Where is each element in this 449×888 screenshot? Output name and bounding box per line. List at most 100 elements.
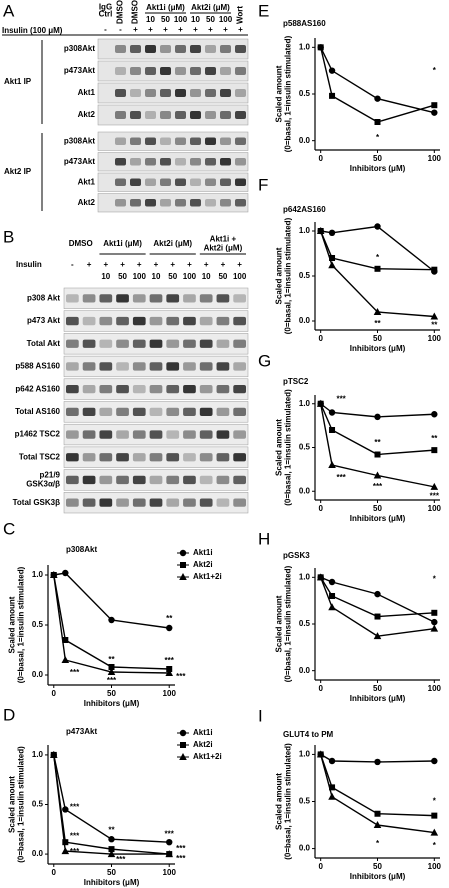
blot-band [183, 385, 196, 394]
series-line [53, 754, 170, 855]
x-tick-label: 0 [318, 504, 323, 513]
chart-title: pTSC2 [283, 377, 309, 386]
blot-band [149, 316, 163, 326]
dose-label: 50 [168, 272, 177, 281]
marker [165, 850, 174, 858]
series-line [53, 754, 170, 843]
x-tick-label: 100 [428, 862, 442, 871]
blot-band [160, 178, 171, 186]
marker [329, 92, 336, 99]
blot-band [82, 407, 96, 416]
blot-band [116, 407, 129, 416]
blot [63, 401, 249, 423]
blot-band [115, 89, 126, 97]
blot-band [149, 407, 163, 416]
blot-band [205, 89, 216, 97]
series-line [320, 403, 435, 418]
group-label: Akt1i + Akt2i (μM) [204, 235, 243, 253]
panel-letter: F [258, 175, 268, 194]
blot-band [145, 67, 156, 75]
marker [430, 624, 439, 632]
panel-letter: H [258, 529, 270, 548]
x-tick-label: 100 [428, 684, 442, 693]
panel-letter: D [3, 705, 15, 724]
insulin-sign: + [187, 260, 192, 269]
blot-band [190, 178, 201, 186]
marker [329, 255, 336, 261]
annotation: * [433, 574, 437, 583]
y-axis-label: Scaled amount(0=basal, 1=insulin stimula… [275, 565, 293, 682]
x-tick-label: 100 [428, 154, 442, 163]
blot-band [235, 67, 246, 75]
blot-band [116, 498, 129, 507]
series-line [53, 574, 170, 670]
blot-band [115, 158, 126, 166]
blot-band [132, 294, 146, 303]
marker [107, 668, 116, 675]
group-label: Akt1i (μM) [146, 3, 185, 12]
y-axis-label-line: Scaled amount [8, 596, 17, 653]
panel-letter: G [258, 351, 271, 370]
blot-band [132, 385, 146, 394]
dose-label: 50 [206, 15, 215, 24]
y-axis-label-line: (0=basal, 1=insulin stimulated) [17, 566, 26, 683]
blot-band [199, 475, 213, 485]
series-line [320, 577, 435, 637]
group-label-line: Akt2i (μM) [204, 244, 243, 253]
x-tick-label: 0 [318, 684, 323, 693]
annotation: * [376, 133, 380, 142]
annotation: *** [165, 829, 175, 838]
y-tick-label: 0.5 [299, 797, 311, 806]
y-axis-label-line: Scaled amount [8, 776, 17, 833]
blot-band [199, 294, 213, 303]
dose-label: 100 [133, 272, 147, 281]
insulin-label: Insulin [16, 260, 42, 269]
blot-band [66, 430, 79, 439]
blot-band [220, 45, 231, 53]
blot-band [66, 362, 79, 371]
x-tick-label: 50 [107, 868, 116, 877]
row-label: Total AS160 [15, 407, 60, 416]
legend-marker [180, 742, 186, 748]
y-axis-label-line: Scaled amount [275, 773, 284, 830]
blot-band [130, 137, 141, 145]
insulin-sign: + [237, 260, 242, 269]
marker [62, 637, 69, 643]
blot-band [199, 430, 213, 439]
panel-letter: B [3, 227, 14, 246]
legend-marker [180, 562, 186, 568]
marker [431, 102, 438, 109]
annotation: ** [374, 438, 381, 447]
insulin-sign: + [137, 260, 142, 269]
blot-band [145, 158, 156, 166]
x-axis-label: Inhibitors (μM) [84, 699, 140, 708]
blot-band [149, 475, 163, 485]
marker [374, 613, 381, 620]
legend-marker [179, 549, 187, 557]
x-tick-label: 50 [373, 154, 382, 163]
marker [374, 413, 381, 421]
blot [97, 172, 249, 192]
blot-band [145, 89, 156, 97]
legend-label: Akt1i [193, 548, 213, 557]
x-tick-label: 50 [107, 689, 116, 698]
y-axis-label-line: Scaled amount [275, 419, 284, 476]
row-label: Akt1 [78, 88, 96, 97]
marker [62, 839, 69, 846]
insulin-sign: - [104, 25, 107, 34]
blot [63, 378, 249, 400]
blot-band [99, 385, 113, 394]
insulin-sign: + [221, 260, 226, 269]
insulin-sign: + [208, 25, 213, 34]
insulin-label: Insulin (100 μM) [2, 26, 63, 35]
blot-band [235, 45, 246, 53]
series-line [320, 754, 435, 817]
insulin-sign: + [163, 25, 168, 34]
blot-band [82, 294, 96, 303]
blot-band [115, 67, 126, 75]
blot-band [82, 498, 96, 507]
marker [328, 229, 336, 236]
blot-band [116, 294, 129, 303]
blot-band [205, 111, 216, 119]
blot-band [82, 430, 96, 439]
